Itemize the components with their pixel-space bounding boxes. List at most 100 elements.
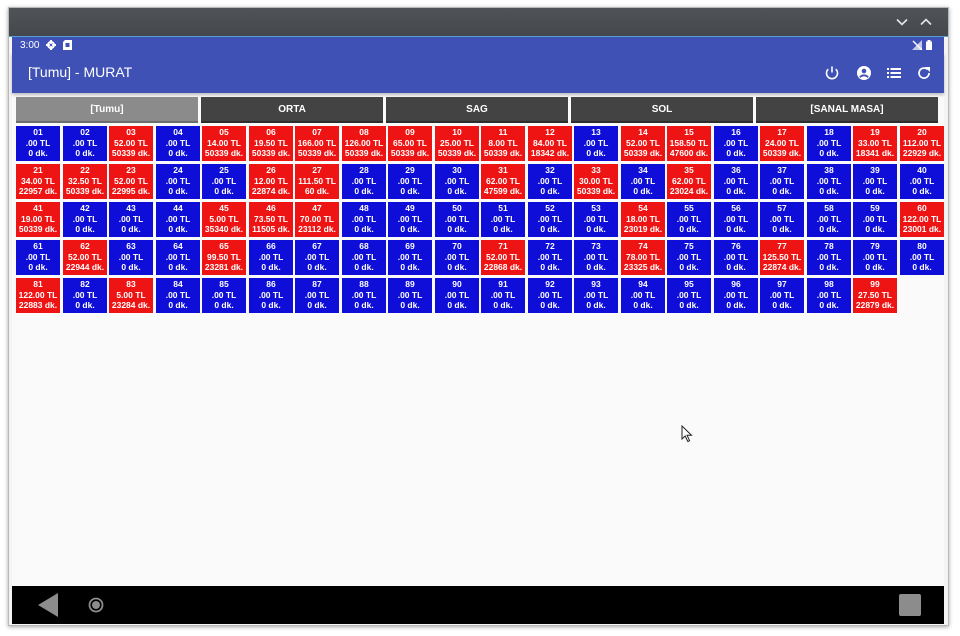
table-tile[interactable]: 20 112.00 TL 22929 dk. (900, 126, 944, 161)
table-tile[interactable]: 73.00 TL 0 dk. (574, 240, 618, 275)
table-tile[interactable]: 69.00 TL 0 dk. (388, 240, 432, 275)
table-tile[interactable]: 70.00 TL 0 dk. (435, 240, 479, 275)
table-tile[interactable]: 51.00 TL 0 dk. (481, 202, 525, 237)
table-tile[interactable]: 86.00 TL 0 dk. (249, 278, 293, 313)
chevron-up-icon[interactable] (917, 13, 935, 31)
table-tile[interactable]: 21 34.00 TL 22957 dk. (16, 164, 60, 199)
table-tile[interactable]: 10 25.00 TL 50339 dk. (435, 126, 479, 161)
table-tile[interactable]: 17 24.00 TL 50339 dk. (760, 126, 804, 161)
table-tile[interactable]: 03 52.00 TL 50339 dk. (109, 126, 153, 161)
table-tile[interactable]: 74 78.00 TL 23325 dk. (621, 240, 665, 275)
table-tile[interactable]: 24.00 TL 0 dk. (156, 164, 200, 199)
table-tile[interactable]: 28.00 TL 0 dk. (342, 164, 386, 199)
table-tile[interactable]: 46 73.50 TL 11505 dk. (249, 202, 293, 237)
table-tile[interactable]: 06 19.50 TL 50339 dk. (249, 126, 293, 161)
table-tile[interactable]: 65 99.50 TL 23281 dk. (202, 240, 246, 275)
list-icon[interactable] (884, 63, 904, 83)
table-tile[interactable]: 05 14.00 TL 50339 dk. (202, 126, 246, 161)
table-tile[interactable]: 04.00 TL 0 dk. (156, 126, 200, 161)
table-tile[interactable]: 93.00 TL 0 dk. (574, 278, 618, 313)
table-tile[interactable]: 84.00 TL 0 dk. (156, 278, 200, 313)
table-tile[interactable]: 23 52.00 TL 22995 dk. (109, 164, 153, 199)
table-tile[interactable]: 48.00 TL 0 dk. (342, 202, 386, 237)
account-icon[interactable] (854, 63, 874, 83)
table-tile[interactable]: 97.00 TL 0 dk. (760, 278, 804, 313)
table-tile[interactable]: 42.00 TL 0 dk. (63, 202, 107, 237)
table-tile[interactable]: 95.00 TL 0 dk. (667, 278, 711, 313)
back-icon[interactable] (36, 592, 60, 618)
table-tile[interactable]: 40.00 TL 0 dk. (900, 164, 944, 199)
table-tile[interactable]: 71 52.00 TL 22868 dk. (481, 240, 525, 275)
table-tile[interactable]: 16.00 TL 0 dk. (714, 126, 758, 161)
refresh-icon[interactable] (914, 63, 934, 83)
table-tile[interactable]: 09 65.00 TL 50339 dk. (388, 126, 432, 161)
table-tile[interactable]: 11 8.00 TL 50339 dk. (481, 126, 525, 161)
table-tile[interactable]: 79.00 TL 0 dk. (853, 240, 897, 275)
table-tile[interactable]: 52.00 TL 0 dk. (528, 202, 572, 237)
table-tile[interactable]: 64.00 TL 0 dk. (156, 240, 200, 275)
table-tile[interactable]: 49.00 TL 0 dk. (388, 202, 432, 237)
table-tile[interactable]: 63.00 TL 0 dk. (109, 240, 153, 275)
table-tile[interactable]: 72.00 TL 0 dk. (528, 240, 572, 275)
table-tile[interactable]: 19 33.00 TL 18341 dk. (853, 126, 897, 161)
table-tile[interactable]: 37.00 TL 0 dk. (760, 164, 804, 199)
tab-orta[interactable]: ORTA (201, 97, 383, 123)
table-tile[interactable]: 59.00 TL 0 dk. (853, 202, 897, 237)
table-tile[interactable]: 61.00 TL 0 dk. (16, 240, 60, 275)
table-tile[interactable]: 58.00 TL 0 dk. (807, 202, 851, 237)
table-tile[interactable]: 31 62.00 TL 47599 dk. (481, 164, 525, 199)
tab-sol[interactable]: SOL (571, 97, 753, 123)
table-tile[interactable]: 53.00 TL 0 dk. (574, 202, 618, 237)
table-tile[interactable]: 13.00 TL 0 dk. (574, 126, 618, 161)
table-tile[interactable]: 15 158.50 TL 47600 dk. (667, 126, 711, 161)
table-tile[interactable]: 43.00 TL 0 dk. (109, 202, 153, 237)
chevron-down-icon[interactable] (893, 13, 911, 31)
tab-sanal-masa[interactable]: [SANAL MASA] (756, 97, 938, 123)
table-tile[interactable]: 89.00 TL 0 dk. (388, 278, 432, 313)
power-icon[interactable] (822, 63, 842, 83)
table-tile[interactable]: 55.00 TL 0 dk. (667, 202, 711, 237)
table-tile[interactable]: 56.00 TL 0 dk. (714, 202, 758, 237)
home-icon[interactable] (88, 597, 104, 613)
table-tile[interactable]: 07 166.00 TL 50339 dk. (295, 126, 339, 161)
tab-sag[interactable]: SAG (386, 97, 568, 123)
table-tile[interactable]: 94.00 TL 0 dk. (621, 278, 665, 313)
table-tile[interactable]: 18.00 TL 0 dk. (807, 126, 851, 161)
table-tile[interactable]: 82.00 TL 0 dk. (63, 278, 107, 313)
table-tile[interactable]: 75.00 TL 0 dk. (667, 240, 711, 275)
table-tile[interactable]: 34.00 TL 0 dk. (621, 164, 665, 199)
table-tile[interactable]: 62 52.00 TL 22944 dk. (63, 240, 107, 275)
table-tile[interactable]: 87.00 TL 0 dk. (295, 278, 339, 313)
table-tile[interactable]: 96.00 TL 0 dk. (714, 278, 758, 313)
table-tile[interactable]: 98.00 TL 0 dk. (807, 278, 851, 313)
table-tile[interactable]: 08 126.00 TL 50339 dk. (342, 126, 386, 161)
table-tile[interactable]: 32.00 TL 0 dk. (528, 164, 572, 199)
table-tile[interactable]: 29.00 TL 0 dk. (388, 164, 432, 199)
table-tile[interactable]: 33 30.00 TL 50339 dk. (574, 164, 618, 199)
table-tile[interactable]: 85.00 TL 0 dk. (202, 278, 246, 313)
table-tile[interactable]: 68.00 TL 0 dk. (342, 240, 386, 275)
recent-apps-icon[interactable] (898, 593, 922, 617)
table-tile[interactable]: 45 5.00 TL 35340 dk. (202, 202, 246, 237)
table-tile[interactable]: 27 111.50 TL 60 dk. (295, 164, 339, 199)
tab-tumu[interactable]: [Tumu] (16, 97, 198, 123)
table-tile[interactable]: 92.00 TL 0 dk. (528, 278, 572, 313)
table-tile[interactable]: 35 62.00 TL 23024 dk. (667, 164, 711, 199)
table-tile[interactable]: 83 5.00 TL 23284 dk. (109, 278, 153, 313)
table-tile[interactable]: 50.00 TL 0 dk. (435, 202, 479, 237)
table-tile[interactable]: 36.00 TL 0 dk. (714, 164, 758, 199)
table-tile[interactable]: 78.00 TL 0 dk. (807, 240, 851, 275)
table-tile[interactable]: 01.00 TL 0 dk. (16, 126, 60, 161)
table-tile[interactable]: 44.00 TL 0 dk. (156, 202, 200, 237)
table-tile[interactable]: 39.00 TL 0 dk. (853, 164, 897, 199)
table-tile[interactable]: 99 27.50 TL 22879 dk. (853, 278, 897, 313)
table-tile[interactable]: 12 84.00 TL 18342 dk. (528, 126, 572, 161)
table-tile[interactable]: 76.00 TL 0 dk. (714, 240, 758, 275)
table-tile[interactable]: 67.00 TL 0 dk. (295, 240, 339, 275)
table-tile[interactable]: 66.00 TL 0 dk. (249, 240, 293, 275)
table-tile[interactable]: 22 32.50 TL 50339 dk. (63, 164, 107, 199)
table-tile[interactable]: 41 19.00 TL 50339 dk. (16, 202, 60, 237)
table-tile[interactable]: 77 125.50 TL 22874 dk. (760, 240, 804, 275)
table-tile[interactable]: 14 52.00 TL 50339 dk. (621, 126, 665, 161)
table-tile[interactable]: 02.00 TL 0 dk. (63, 126, 107, 161)
